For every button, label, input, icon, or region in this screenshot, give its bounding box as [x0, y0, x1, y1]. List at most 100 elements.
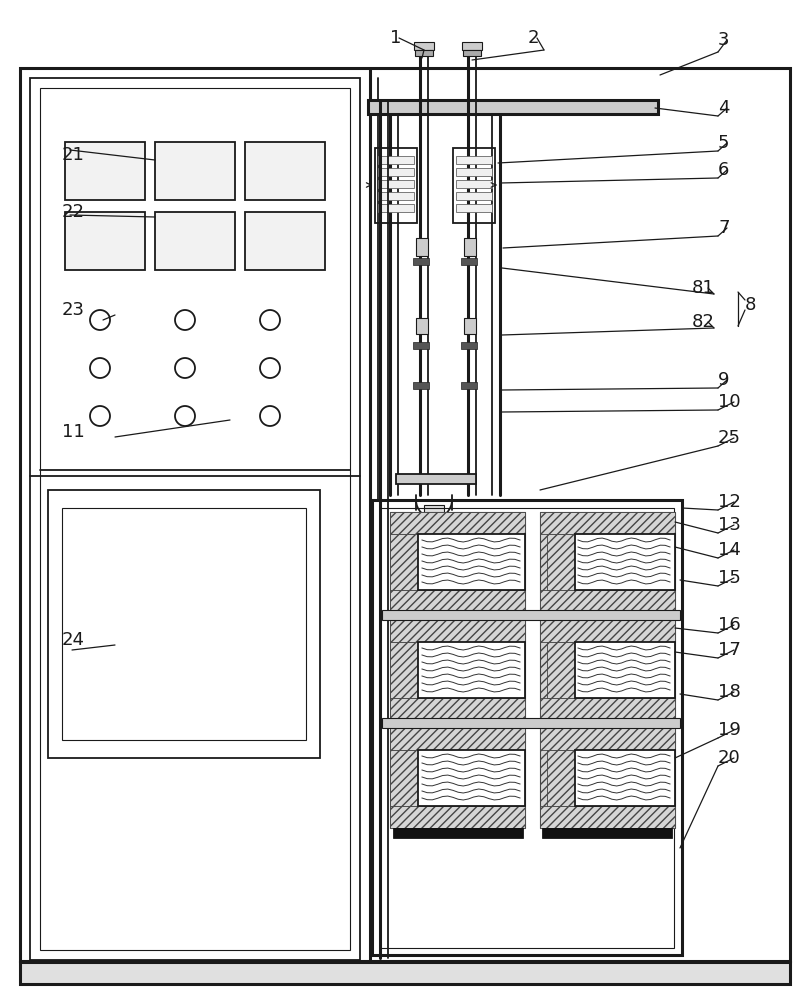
Bar: [461, 258, 477, 265]
Bar: [456, 204, 492, 212]
Bar: [390, 534, 418, 590]
Bar: [413, 258, 429, 265]
Text: 12: 12: [718, 493, 741, 511]
Text: 8: 8: [745, 296, 757, 314]
Bar: [547, 534, 575, 590]
Bar: [378, 192, 414, 200]
Text: 4: 4: [718, 99, 730, 117]
Bar: [390, 806, 525, 828]
Bar: [575, 642, 675, 698]
Bar: [390, 512, 525, 534]
Bar: [540, 728, 675, 828]
Text: 22: 22: [62, 203, 85, 221]
Bar: [540, 512, 675, 534]
Text: 24: 24: [62, 631, 85, 649]
Bar: [418, 642, 525, 698]
Bar: [382, 610, 680, 620]
Bar: [453, 148, 495, 223]
Bar: [540, 620, 675, 642]
Bar: [415, 50, 433, 56]
Bar: [540, 590, 675, 612]
Bar: [413, 342, 429, 349]
Bar: [390, 512, 525, 612]
Text: 5: 5: [718, 134, 730, 152]
Bar: [575, 534, 675, 590]
Bar: [390, 728, 525, 750]
Text: 15: 15: [718, 569, 741, 587]
Bar: [464, 318, 476, 334]
Bar: [382, 718, 680, 728]
Bar: [542, 828, 672, 838]
Bar: [378, 180, 414, 188]
Text: 11: 11: [62, 423, 85, 441]
Bar: [456, 156, 492, 164]
Bar: [540, 728, 675, 750]
Bar: [30, 78, 360, 960]
Bar: [540, 512, 675, 612]
Text: 10: 10: [718, 393, 740, 411]
Bar: [40, 88, 350, 950]
Text: 14: 14: [718, 541, 741, 559]
Bar: [368, 100, 658, 114]
Bar: [416, 318, 428, 334]
Bar: [245, 142, 325, 200]
Bar: [48, 490, 320, 758]
Bar: [464, 238, 476, 256]
Bar: [540, 698, 675, 720]
Bar: [462, 42, 482, 50]
Text: 25: 25: [718, 429, 741, 447]
Bar: [380, 508, 674, 948]
Text: 17: 17: [718, 641, 741, 659]
Bar: [378, 168, 414, 176]
Text: 6: 6: [718, 161, 729, 179]
Text: 2: 2: [528, 29, 539, 47]
Bar: [424, 505, 444, 515]
Bar: [390, 620, 525, 642]
Bar: [65, 142, 145, 200]
Bar: [20, 68, 790, 961]
Bar: [413, 382, 429, 389]
Bar: [393, 612, 523, 622]
Bar: [378, 156, 414, 164]
Text: 7: 7: [718, 219, 730, 237]
Bar: [461, 342, 477, 349]
Text: 20: 20: [718, 749, 741, 767]
Bar: [378, 204, 414, 212]
Text: 3: 3: [718, 31, 730, 49]
Bar: [463, 50, 481, 56]
Bar: [390, 590, 525, 612]
Text: 81: 81: [692, 279, 714, 297]
Bar: [542, 612, 672, 622]
Bar: [390, 642, 418, 698]
Text: 82: 82: [692, 313, 715, 331]
Bar: [540, 806, 675, 828]
Bar: [390, 698, 525, 720]
Bar: [155, 142, 235, 200]
Bar: [547, 750, 575, 806]
Text: 19: 19: [718, 721, 741, 739]
Text: 9: 9: [718, 371, 730, 389]
Bar: [245, 212, 325, 270]
Bar: [540, 620, 675, 720]
Bar: [396, 474, 476, 484]
Bar: [416, 238, 428, 256]
Text: 1: 1: [390, 29, 402, 47]
Bar: [547, 642, 575, 698]
Bar: [375, 148, 417, 223]
Bar: [575, 750, 675, 806]
Bar: [542, 720, 672, 730]
Bar: [62, 508, 306, 740]
Bar: [65, 212, 145, 270]
Bar: [372, 500, 682, 955]
Bar: [390, 620, 525, 720]
Bar: [456, 180, 492, 188]
Bar: [390, 750, 418, 806]
Text: 23: 23: [62, 301, 85, 319]
Bar: [390, 728, 525, 828]
Text: 21: 21: [62, 146, 85, 164]
Bar: [456, 168, 492, 176]
Bar: [418, 534, 525, 590]
Bar: [456, 192, 492, 200]
Text: 13: 13: [718, 516, 741, 534]
Bar: [418, 750, 525, 806]
